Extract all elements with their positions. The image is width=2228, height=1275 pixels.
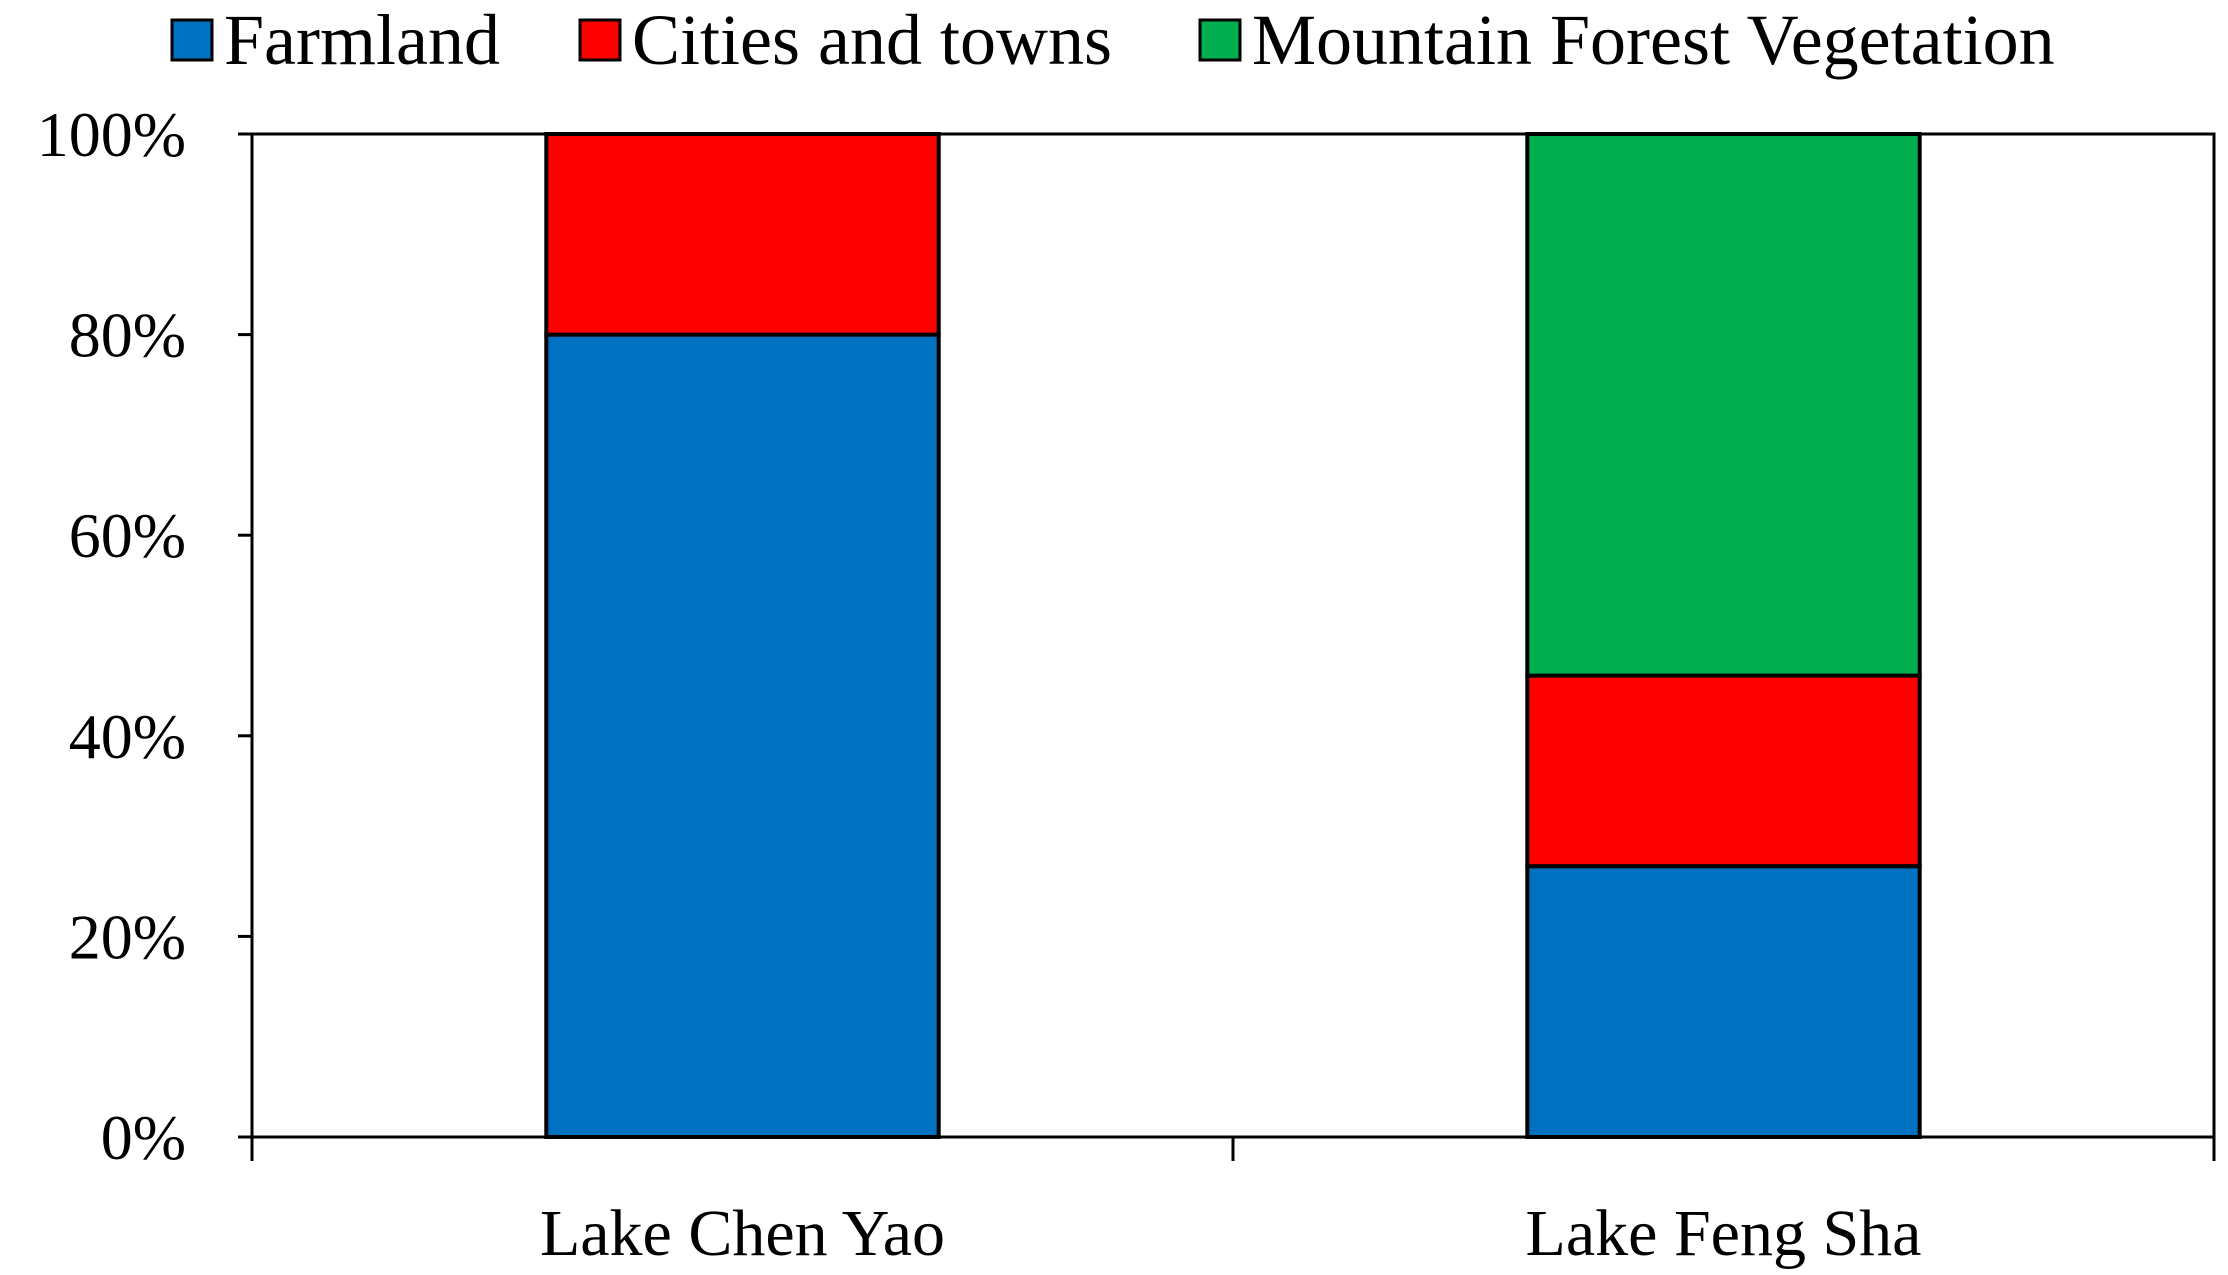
legend-label: Cities and towns [632,0,1112,80]
y-tick-label: 40% [69,701,186,772]
x-category-label: Lake Chen Yao [540,1197,945,1270]
y-tick-label: 100% [37,99,186,170]
y-axis: 0% 20% 40% 60% 80% 100% [37,99,252,1173]
legend-swatch [1198,18,1242,62]
bar-segment-cities-and-towns [544,132,941,337]
legend-swatch [170,18,214,62]
y-tick-label: 20% [69,901,186,972]
bars [544,132,1922,1140]
bar-segment-cities-and-towns [1525,673,1922,869]
bar-segment-farmland [544,332,941,1140]
y-tick-label: 80% [69,300,186,371]
bar-segment-farmland [1525,864,1922,1139]
y-tick-label: 60% [69,500,186,571]
y-tick-label: 0% [101,1102,186,1173]
legend-label: Farmland [224,0,500,80]
legend: Farmland Cities and towns Mountain Forest … [170,0,2055,80]
x-category-label: Lake Feng Sha [1526,1197,1922,1270]
bar-segment-mountain-forest-vegetation [1525,132,1922,678]
legend-label: Mountain Forest Vegetation [1252,0,2055,80]
x-axis: Lake Chen Yao Lake Feng Sha [250,1137,2216,1270]
legend-swatch [578,18,622,62]
